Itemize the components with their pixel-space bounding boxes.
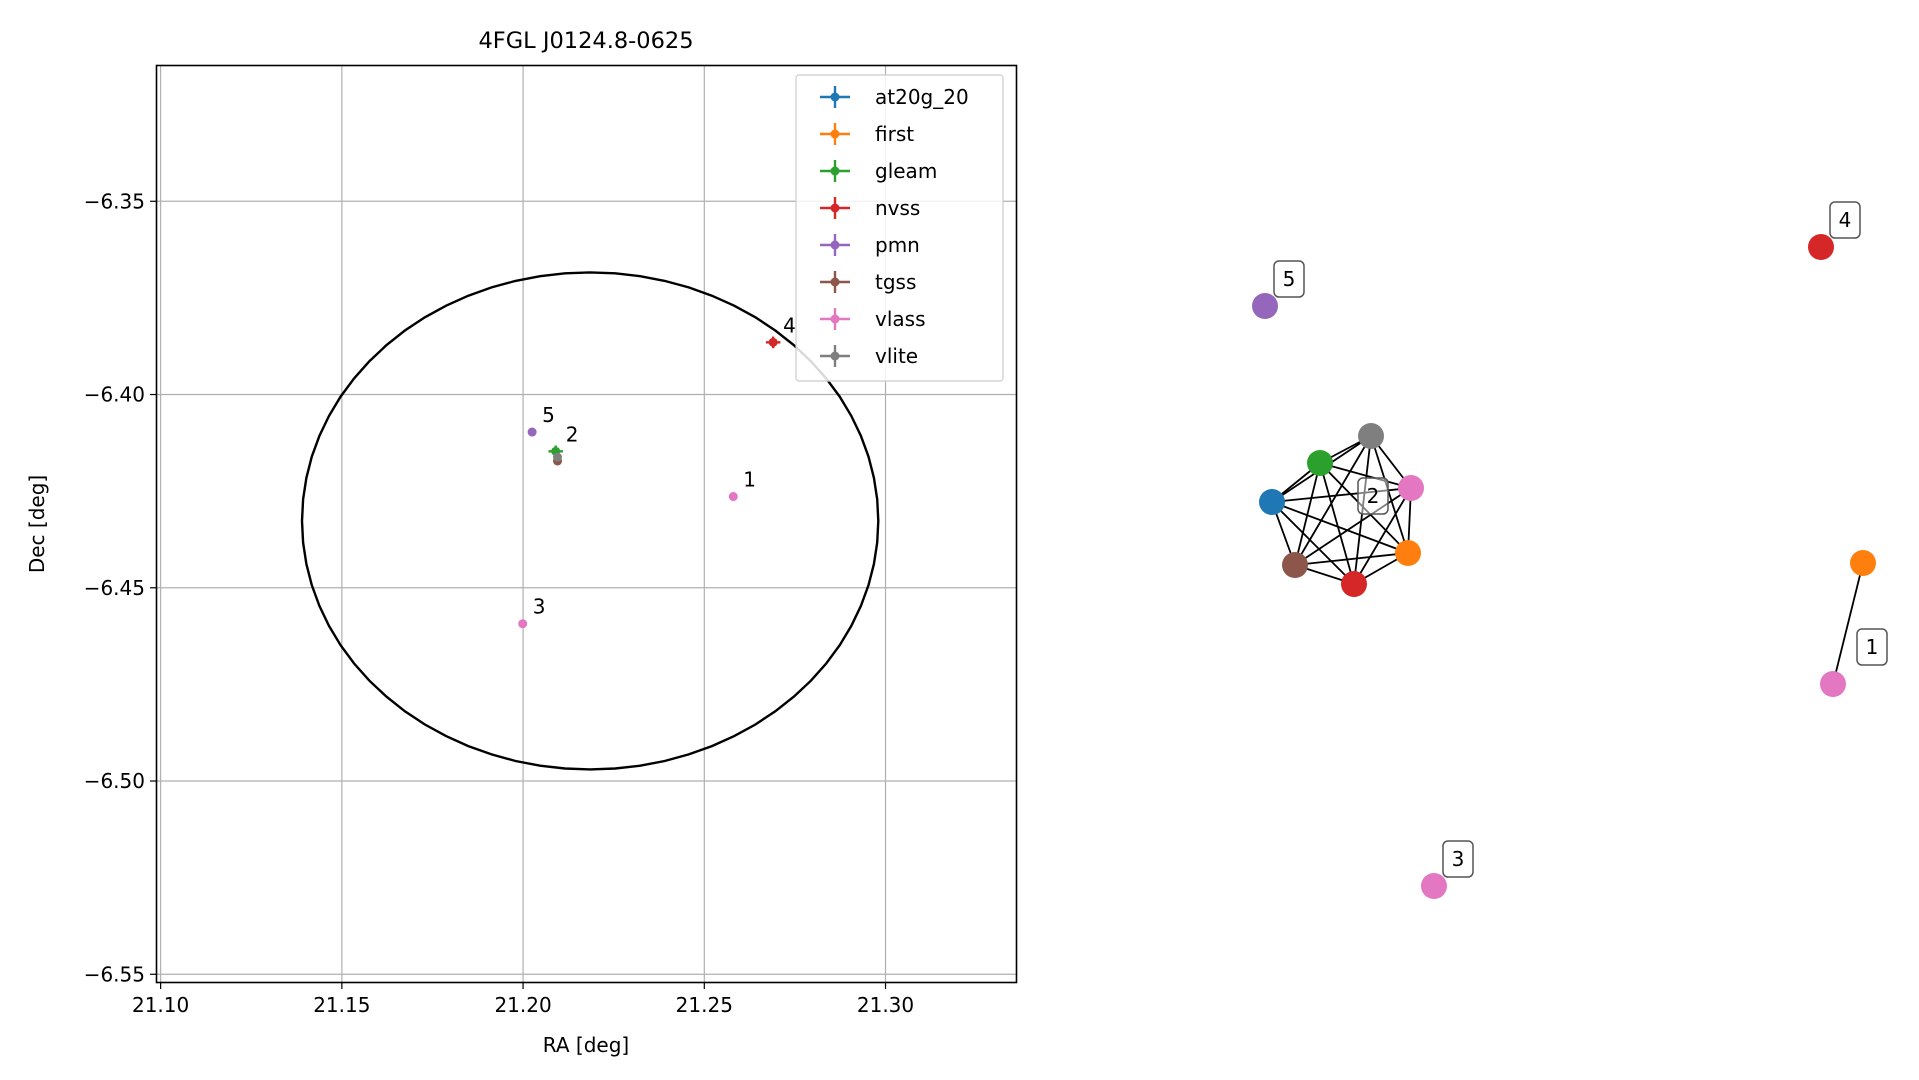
- network-node-vlass: [1398, 475, 1424, 501]
- network-label: 3: [1452, 847, 1465, 871]
- legend-frame: [795, 74, 1004, 382]
- plot-title: 4FGL J0124.8-0625: [478, 28, 693, 54]
- network-edges: [1271, 435, 1864, 685]
- x-tick-label: 21.25: [676, 993, 733, 1017]
- crossmatch-network-graph: 1 2 3 4 5: [1252, 201, 1888, 899]
- network-edge: [1319, 462, 1355, 585]
- localization-ellipse-layer: [300, 271, 880, 771]
- network-edge: [1319, 462, 1412, 489]
- axes-frame: [155, 64, 1018, 984]
- legend-marker-tgss: [830, 277, 840, 287]
- network-node-vlass: [1820, 671, 1846, 697]
- legend-label-gleam: gleam: [875, 159, 937, 183]
- network-label-box: [1856, 628, 1888, 666]
- network-node-vlass: [1421, 873, 1447, 899]
- network-label: 1: [1866, 635, 1879, 659]
- point-nvss: [768, 337, 778, 347]
- network-label-box: [1829, 201, 1861, 239]
- y-axis-ticks: −6.35 −6.40 −6.45 −6.50 −6.55: [84, 189, 157, 986]
- network-node-vlite: [1358, 423, 1384, 449]
- network-node-gleam: [1307, 450, 1333, 476]
- network-node-pmn: [1252, 293, 1278, 319]
- legend-label-vlite: vlite: [875, 344, 918, 368]
- point-annotation: 2: [566, 422, 579, 446]
- network-edge: [1271, 501, 1409, 554]
- legend-marker-vlass: [830, 314, 840, 324]
- x-tick-label: 21.10: [132, 993, 189, 1017]
- legend-marker-vlite: [830, 351, 840, 361]
- network-edge: [1370, 435, 1409, 554]
- network-node-first: [1395, 540, 1421, 566]
- localization-ellipse: [300, 271, 880, 771]
- network-label-box: [1273, 260, 1305, 298]
- x-tick-label: 21.20: [494, 993, 551, 1017]
- point-annotation: 5: [542, 403, 555, 427]
- network-nodes: [1252, 234, 1876, 899]
- legend-label-at20g_20: at20g_20: [875, 85, 969, 109]
- network-label-box: [1442, 840, 1474, 878]
- legend-marker-nvss: [830, 203, 840, 213]
- data-points-layer: [518, 336, 781, 629]
- point-annotation: 1: [743, 468, 756, 492]
- network-label: 2: [1367, 484, 1380, 508]
- x-tick-label: 21.30: [857, 993, 914, 1017]
- legend-marker-gleam: [830, 166, 840, 176]
- legend-label-pmn: pmn: [875, 233, 920, 257]
- point-vlass: [728, 492, 738, 502]
- network-label-box: [1357, 477, 1389, 515]
- legend-marker-first: [830, 129, 840, 139]
- legend-label-vlass: vlass: [875, 307, 926, 331]
- point-annotation: 3: [533, 595, 546, 619]
- network-label: 4: [1839, 208, 1852, 232]
- network-edge: [1832, 562, 1864, 685]
- point-pmn: [527, 427, 537, 437]
- network-edge: [1294, 435, 1372, 566]
- network-labels: 1 2 3 4 5: [1273, 201, 1888, 878]
- network-node-first: [1850, 550, 1876, 576]
- legend-marker-pmn: [830, 240, 840, 250]
- network-node-at20g_20: [1259, 489, 1285, 515]
- point-vlass: [518, 619, 528, 629]
- annotation-layer: 1 2 3 4 5: [533, 313, 796, 618]
- network-edge: [1294, 462, 1321, 566]
- legend-marker-at20g_20: [830, 92, 840, 102]
- y-tick-label: −6.50: [84, 769, 145, 793]
- point-annotation: 4: [783, 313, 796, 337]
- network-edge: [1294, 487, 1412, 566]
- network-node-tgss: [1282, 552, 1308, 578]
- grid-lines: [157, 66, 1016, 982]
- legend-label-nvss: nvss: [875, 196, 920, 220]
- y-tick-label: −6.40: [84, 383, 145, 407]
- y-tick-label: −6.35: [84, 189, 145, 213]
- point-vlite: [553, 452, 563, 462]
- y-axis-label: Dec [deg]: [25, 475, 49, 573]
- x-axis-ticks: 21.10 21.15 21.20 21.25 21.30: [132, 982, 914, 1017]
- y-tick-label: −6.55: [84, 962, 145, 986]
- network-edge: [1294, 552, 1409, 566]
- legend-label-first: first: [875, 122, 914, 146]
- network-label: 5: [1283, 267, 1296, 291]
- network-edge: [1353, 487, 1412, 585]
- network-edge: [1271, 501, 1355, 585]
- x-axis-label: RA [deg]: [543, 1033, 629, 1057]
- legend-label-tgss: tgss: [875, 270, 916, 294]
- x-tick-label: 21.15: [313, 993, 370, 1017]
- network-node-nvss: [1808, 234, 1834, 260]
- y-tick-label: −6.45: [84, 576, 145, 600]
- network-node-nvss: [1341, 571, 1367, 597]
